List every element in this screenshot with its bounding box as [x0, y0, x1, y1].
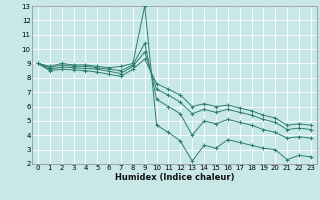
X-axis label: Humidex (Indice chaleur): Humidex (Indice chaleur)	[115, 173, 234, 182]
